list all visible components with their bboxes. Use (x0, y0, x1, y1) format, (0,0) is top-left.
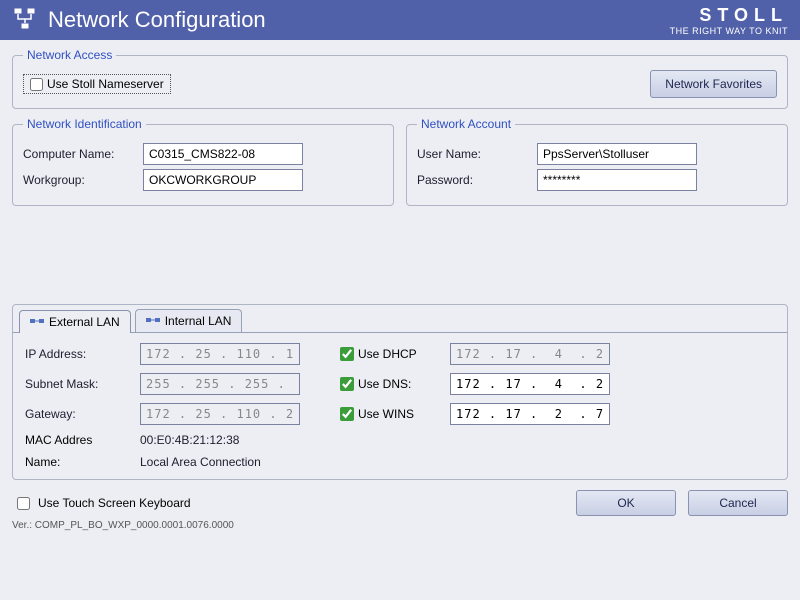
brand: STOLL THE RIGHT WAY TO KNIT (670, 5, 788, 36)
use-wins-input[interactable] (340, 407, 354, 421)
mac-address-value: 00:E0:4B:21:12:38 (140, 433, 775, 447)
dns-ip-input[interactable] (450, 373, 610, 395)
use-dhcp-input[interactable] (340, 347, 354, 361)
lan-tabs: External LAN Internal LAN IP Address: Us… (12, 304, 788, 480)
use-touch-keyboard-label: Use Touch Screen Keyboard (38, 496, 191, 510)
dhcp-ip-input (450, 343, 610, 365)
use-dhcp-checkbox[interactable]: Use DHCP (340, 347, 450, 361)
ok-button[interactable]: OK (576, 490, 676, 516)
connection-name-value: Local Area Connection (140, 455, 775, 469)
network-account-legend: Network Account (417, 117, 515, 131)
use-nameserver-label: Use Stoll Nameserver (47, 77, 164, 91)
tab-external-label: External LAN (49, 315, 120, 329)
page-title: Network Configuration (48, 7, 670, 33)
tab-internal-lan[interactable]: Internal LAN (135, 309, 243, 332)
brand-tagline: THE RIGHT WAY TO KNIT (670, 26, 788, 36)
cancel-button[interactable]: Cancel (688, 490, 788, 516)
network-account-group: Network Account User Name: Password: (406, 117, 788, 206)
workgroup-input[interactable] (143, 169, 303, 191)
network-access-group: Network Access Use Stoll Nameserver Netw… (12, 48, 788, 109)
lan-icon (146, 316, 160, 326)
password-label: Password: (417, 173, 537, 187)
computer-name-label: Computer Name: (23, 147, 143, 161)
lan-icon (30, 317, 44, 327)
version-text: Ver.: COMP_PL_BO_WXP_0000.0001.0076.0000 (0, 516, 800, 535)
network-identification-group: Network Identification Computer Name: Wo… (12, 117, 394, 206)
use-nameserver-input[interactable] (30, 78, 43, 91)
network-identification-legend: Network Identification (23, 117, 146, 131)
network-config-icon (12, 6, 40, 34)
use-dns-checkbox[interactable]: Use DNS: (340, 377, 450, 391)
use-touch-keyboard-input[interactable] (17, 497, 30, 510)
ip-address-label: IP Address: (25, 347, 140, 361)
password-input[interactable] (537, 169, 697, 191)
user-name-label: User Name: (417, 147, 537, 161)
tab-internal-label: Internal LAN (165, 314, 232, 328)
mac-address-label: MAC Addres (25, 433, 140, 447)
use-nameserver-checkbox[interactable]: Use Stoll Nameserver (23, 74, 171, 94)
workgroup-label: Workgroup: (23, 173, 143, 187)
use-dns-input[interactable] (340, 377, 354, 391)
wins-ip-input[interactable] (450, 403, 610, 425)
user-name-input[interactable] (537, 143, 697, 165)
connection-name-label: Name: (25, 455, 140, 469)
gateway-input (140, 403, 300, 425)
subnet-mask-label: Subnet Mask: (25, 377, 140, 391)
ip-address-input (140, 343, 300, 365)
network-access-legend: Network Access (23, 48, 116, 62)
use-dhcp-label: Use DHCP (358, 347, 417, 361)
tab-external-lan[interactable]: External LAN (19, 310, 131, 333)
use-touch-keyboard-checkbox[interactable]: Use Touch Screen Keyboard (12, 493, 196, 513)
computer-name-input[interactable] (143, 143, 303, 165)
network-favorites-button[interactable]: Network Favorites (650, 70, 777, 98)
subnet-mask-input (140, 373, 300, 395)
use-wins-checkbox[interactable]: Use WINS (340, 407, 450, 421)
external-lan-pane: IP Address: Use DHCP Subnet Mask: Use DN… (13, 332, 787, 479)
title-bar: Network Configuration STOLL THE RIGHT WA… (0, 0, 800, 40)
use-wins-label: Use WINS (358, 407, 414, 421)
use-dns-label: Use DNS: (358, 377, 411, 391)
brand-name: STOLL (670, 5, 788, 26)
gateway-label: Gateway: (25, 407, 140, 421)
